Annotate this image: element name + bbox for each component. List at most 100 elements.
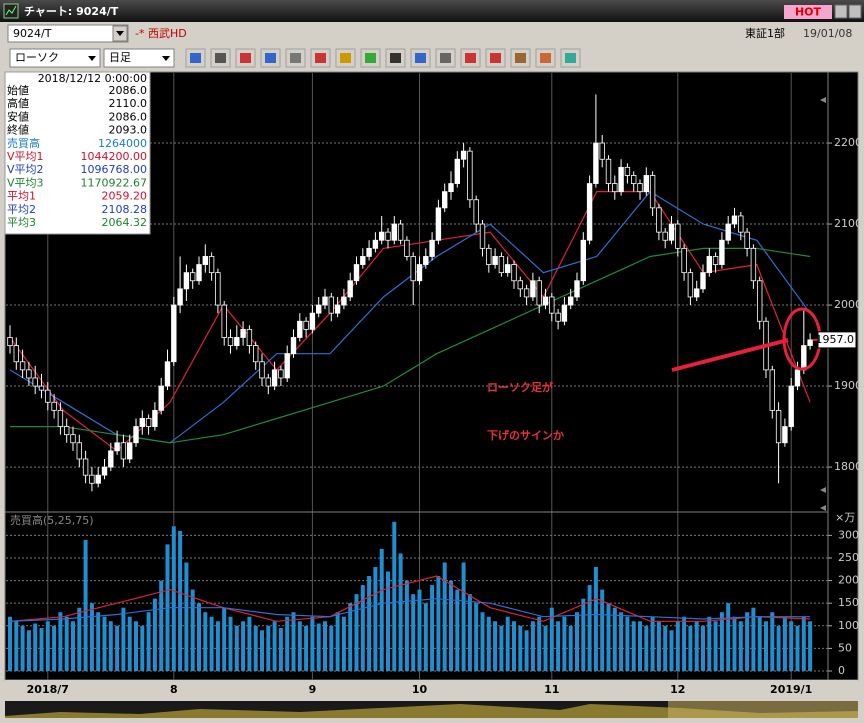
volume-bar xyxy=(789,621,794,671)
candle-body xyxy=(290,337,297,355)
info-value: 2064.32 xyxy=(102,216,148,229)
candle-body xyxy=(171,304,177,363)
volume-bar xyxy=(745,612,750,671)
volume-bar xyxy=(524,630,529,671)
volume-bar xyxy=(404,580,409,671)
candle-body xyxy=(687,272,694,298)
volume-bar xyxy=(801,616,806,671)
info-value: 1044200.00 xyxy=(81,150,147,163)
candle-body xyxy=(675,223,681,249)
volume-bar xyxy=(612,607,617,671)
volume-bar xyxy=(197,603,201,671)
tool-glyph xyxy=(215,53,226,63)
period-select[interactable] xyxy=(103,48,175,68)
candle-body xyxy=(76,442,82,460)
tool-glyph xyxy=(240,53,251,63)
close-button[interactable] xyxy=(848,4,862,19)
info-label: V平均3 xyxy=(7,176,44,189)
candle-body xyxy=(410,256,416,282)
volume-bar xyxy=(436,576,441,671)
chart-type-select[interactable] xyxy=(9,48,101,68)
tool-glyph xyxy=(515,53,526,63)
volume-bar xyxy=(134,621,138,671)
info-value: 2110.0 xyxy=(109,97,148,110)
candle-body xyxy=(744,231,750,249)
volume-bar xyxy=(732,616,737,671)
volume-bar xyxy=(341,616,346,671)
volume-bar xyxy=(367,576,372,671)
candle-body xyxy=(504,264,511,274)
volume-bar xyxy=(493,621,498,671)
candle-body xyxy=(536,280,542,306)
period-text: 日足 xyxy=(109,51,131,64)
tool-glyph xyxy=(440,53,451,63)
overview-window[interactable] xyxy=(668,701,858,718)
tool-glyph xyxy=(390,53,401,63)
candle-body xyxy=(448,183,454,193)
info-value: 2093.0 xyxy=(109,124,148,137)
window-title: チャート: 9024/T xyxy=(24,5,119,18)
volume-bar xyxy=(190,589,195,671)
volume-bar xyxy=(581,598,586,671)
candle-body xyxy=(177,288,183,306)
volume-bar xyxy=(45,621,50,671)
candle-body xyxy=(700,272,706,290)
symbol-input[interactable] xyxy=(7,24,129,43)
volume-bar xyxy=(234,625,239,671)
candle-body xyxy=(328,296,334,314)
x-tick-label: 2019/1 xyxy=(770,683,812,696)
x-tick-label: 12 xyxy=(670,683,685,696)
volume-bar xyxy=(64,616,69,671)
hot-badge[interactable] xyxy=(784,5,832,19)
minimize-button[interactable] xyxy=(834,4,848,19)
x-tick-label: 10 xyxy=(412,683,428,696)
candle-body xyxy=(127,442,133,460)
candle-body xyxy=(259,361,265,379)
volume-bar xyxy=(512,621,516,671)
candle-body xyxy=(372,239,379,249)
title-bar xyxy=(0,0,864,22)
scroll-marker[interactable] xyxy=(820,487,826,493)
volume-bar xyxy=(20,625,25,671)
volume-bar xyxy=(650,616,655,671)
candle-body xyxy=(120,442,127,460)
chart-type-text: ローソク xyxy=(15,51,59,64)
volume-bar xyxy=(499,625,504,671)
candle-body xyxy=(618,166,624,193)
candle-body xyxy=(108,450,114,468)
candle-body xyxy=(322,296,328,306)
plot: 1800 1900 2000 2100 2200 0 50 100 150 200 250 300 xyxy=(6,73,862,680)
info-label: 始値 xyxy=(7,83,29,97)
candle-body xyxy=(441,191,448,209)
volume-bar xyxy=(411,594,416,671)
volume-bar xyxy=(297,621,302,671)
candle-body xyxy=(788,385,794,427)
candle-body xyxy=(378,231,385,241)
volume-bar xyxy=(593,567,598,671)
candle-body xyxy=(215,272,221,306)
candle-body xyxy=(391,223,397,241)
volume-bar xyxy=(638,621,642,671)
volume-bar xyxy=(808,621,813,671)
volume-bar xyxy=(518,625,523,671)
y-tick-label: 100 xyxy=(838,619,859,632)
volume-bar xyxy=(83,539,88,671)
volume-bar xyxy=(184,562,189,671)
scroll-marker[interactable] xyxy=(820,97,826,103)
symbol-text: 9024/T xyxy=(13,27,52,40)
candle-body xyxy=(435,207,442,241)
info-value: 2059.20 xyxy=(102,190,148,203)
volume-bar xyxy=(644,625,649,671)
hot-badge-text: HOT xyxy=(795,6,822,19)
volume-bar xyxy=(764,621,768,671)
candle-body xyxy=(7,337,13,346)
volume-bar xyxy=(222,607,227,671)
scroll-marker[interactable] xyxy=(820,505,826,511)
info-value: 1264000 xyxy=(98,137,147,150)
candle-body xyxy=(643,175,649,193)
candle-body xyxy=(397,223,404,241)
candle-body xyxy=(265,377,271,387)
volume-bar xyxy=(486,616,491,671)
candle-body xyxy=(353,264,360,282)
